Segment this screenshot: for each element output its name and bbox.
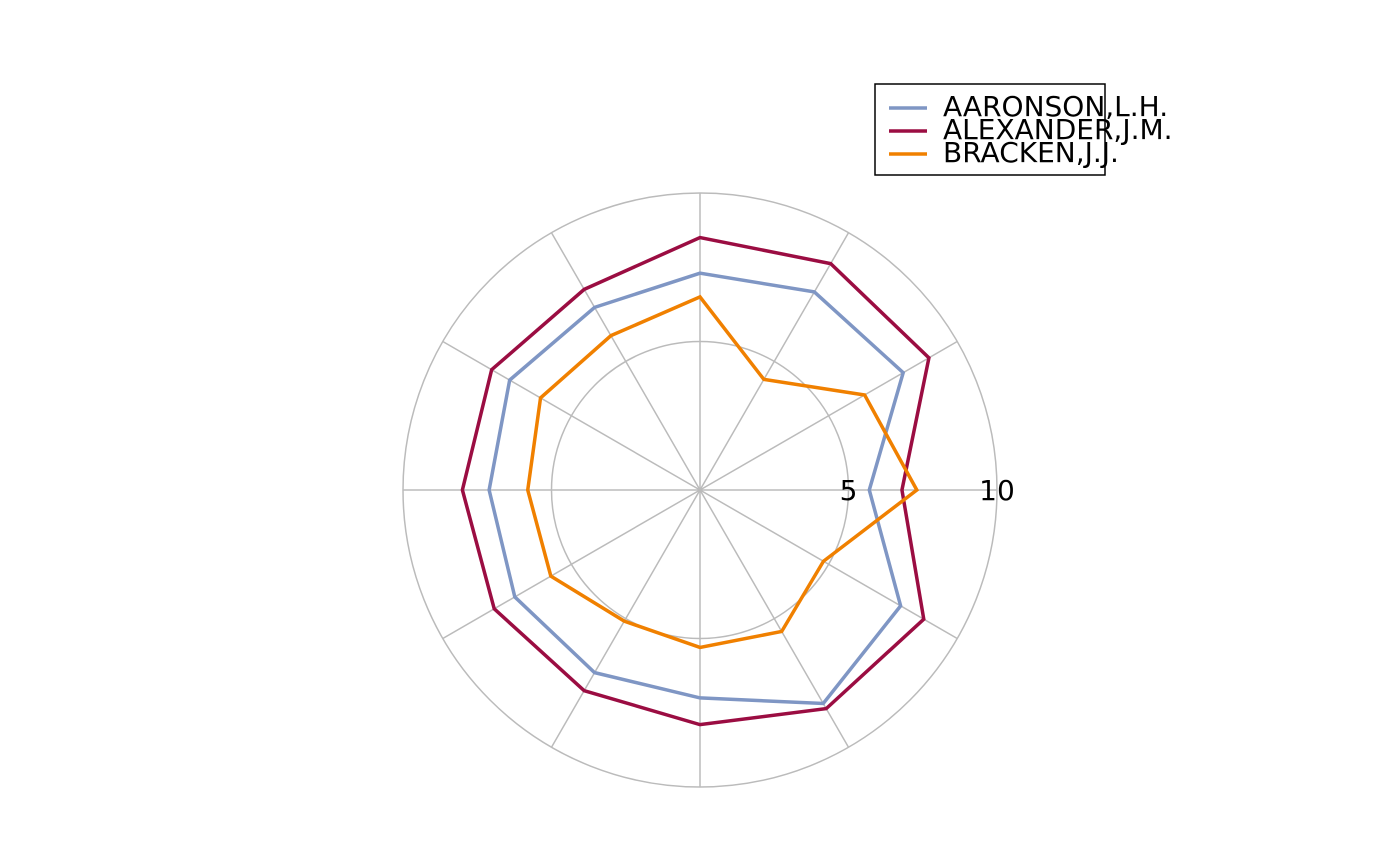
legend-label: ALEXANDER,J.M. — [943, 113, 1173, 146]
spoke — [699, 232, 850, 491]
spoke — [550, 489, 701, 748]
spoke — [442, 489, 701, 640]
legend-label: AARONSON,L.H. — [943, 90, 1168, 123]
r-tick-label: 10 — [979, 474, 1015, 507]
spoke — [699, 340, 958, 491]
series-line — [525, 294, 920, 650]
legend-box — [874, 83, 1106, 176]
series-line — [460, 235, 931, 727]
spoke — [699, 489, 958, 640]
legend-label: BRACKEN,J.J. — [943, 136, 1119, 169]
spoke — [442, 340, 701, 491]
series-line — [487, 271, 906, 706]
spoke — [550, 232, 701, 491]
r-tick-label: 5 — [840, 474, 858, 507]
